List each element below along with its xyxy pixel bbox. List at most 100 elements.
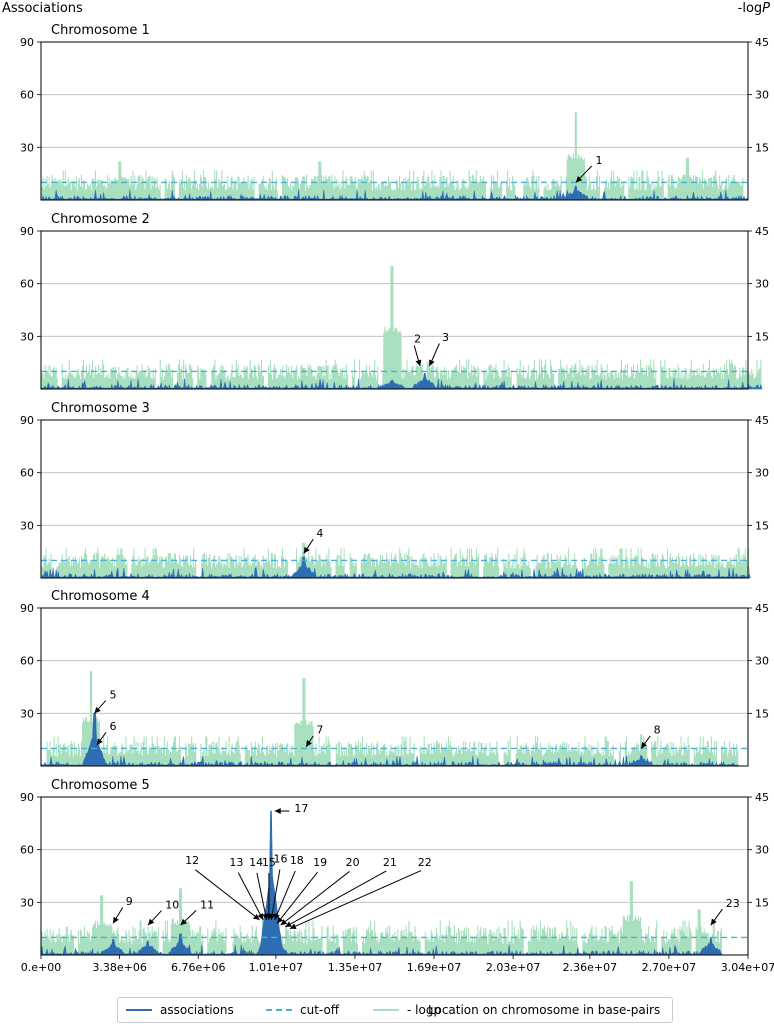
annotation-arrowhead	[180, 918, 187, 926]
annotation-arrowhead	[94, 706, 101, 714]
panel-title: Chromosome 4	[51, 589, 150, 604]
annotation-label: 12	[185, 854, 199, 867]
right-axis-title-text: -log	[737, 1, 763, 16]
panel-chromosome-4: 30 60 90 15 30 45 5 6 7 8 Chromosome 4	[20, 589, 769, 768]
panel-title: Chromosome 1	[51, 23, 150, 38]
annotation-2: 2	[413, 333, 422, 367]
annotation-label: 14	[249, 856, 263, 869]
annotation-18: 18	[274, 854, 304, 921]
panel-chromosome-2: 30 60 90 15 30 45 2 3 Chromosome 2	[20, 212, 769, 391]
panel-frame	[40, 419, 749, 579]
right-tick-label: 15	[755, 707, 769, 720]
annotation-label: 23	[726, 897, 740, 910]
annotation-arrowhead	[641, 741, 647, 749]
annotation-label: 7	[316, 724, 323, 737]
left-tick-label: 60	[20, 467, 34, 480]
annotation-label: 17	[294, 802, 308, 815]
annotation-label: 8	[654, 724, 661, 737]
right-tick-label: 30	[755, 655, 769, 668]
annotation-arrow	[256, 872, 268, 920]
annotation-label: 3	[442, 331, 449, 344]
legend-swatch-logp	[373, 1009, 399, 1011]
legend: associations cut-off - logp Location on …	[117, 997, 673, 1023]
left-tick-label: 90	[20, 36, 34, 49]
legend-item-xlabel: Location on chromosome in base-pairs	[428, 1001, 660, 1019]
panel-frame	[40, 607, 749, 767]
left-tick-label: 60	[20, 278, 34, 291]
right-tick-label: 45	[755, 225, 769, 238]
right-tick-label: 30	[755, 278, 769, 291]
left-tick-label: 30	[20, 330, 34, 343]
annotation-23: 23	[710, 897, 740, 926]
right-tick-label: 15	[755, 330, 769, 343]
legend-item-associations: associations	[126, 1001, 234, 1019]
x-tick-label: 2.70e+07	[642, 961, 696, 974]
x-tick-label: 1.35e+07	[328, 961, 382, 974]
annotation-21: 21	[284, 856, 397, 928]
x-tick-label: 1.01e+07	[249, 961, 303, 974]
annotation-8: 8	[640, 724, 661, 749]
annotation-arrow	[270, 869, 281, 920]
right-tick-label: 30	[755, 844, 769, 857]
panel-chromosome-1: 30 60 90 15 30 45 1 Chromosome 1	[20, 23, 769, 202]
annotation-9: 9	[112, 895, 133, 924]
legend-label-cutoff: cut-off	[300, 1003, 340, 1017]
annotation-arrowhead	[96, 738, 103, 745]
annotation-arrowhead	[306, 740, 312, 747]
annotation-label: 11	[200, 899, 214, 912]
annotation-label: 10	[165, 899, 179, 912]
panel-title: Chromosome 5	[51, 778, 150, 793]
annotation-arrowhead	[147, 918, 155, 926]
annotation-arrowhead	[285, 921, 292, 927]
annotation-arrowhead	[280, 919, 288, 926]
x-tick-label: 0.e+00	[21, 961, 61, 974]
legend-swatch-cutoff	[266, 1009, 292, 1011]
annotation-arrowhead	[274, 808, 281, 815]
right-tick-label: 15	[755, 519, 769, 532]
annotation-label: 15	[262, 856, 276, 869]
x-tick-label: 1.69e+07	[407, 961, 461, 974]
annotation-arrow	[284, 870, 387, 928]
right-tick-label: 30	[755, 467, 769, 480]
left-axis-title: Associations	[2, 1, 83, 16]
left-tick-label: 60	[20, 655, 34, 668]
panel-frame	[40, 41, 749, 201]
right-tick-label: 45	[755, 602, 769, 615]
right-tick-label: 45	[755, 791, 769, 804]
right-tick-label: 15	[755, 141, 769, 154]
annotation-label: 6	[109, 720, 116, 733]
annotation-arrowhead	[415, 359, 422, 367]
annotation-4: 4	[303, 527, 323, 554]
annotation-12: 12	[185, 854, 260, 921]
annotation-6: 6	[96, 720, 116, 746]
logp-series	[40, 881, 722, 955]
annotation-label: 1	[596, 154, 603, 167]
panel-chromosome-3: 30 60 90 15 30 45 4 Chromosome 3	[20, 401, 769, 579]
annotation-11: 11	[180, 899, 214, 926]
annotation-arrowhead	[113, 916, 119, 924]
x-tick-label: 6.76e+06	[171, 961, 225, 974]
left-tick-label: 90	[20, 225, 34, 238]
annotation-label: 5	[109, 689, 116, 702]
right-tick-label: 45	[755, 414, 769, 427]
annotation-arrow	[289, 870, 422, 930]
annotation-arrow	[280, 871, 350, 926]
annotation-16: 16	[269, 852, 288, 920]
annotation-label: 2	[414, 333, 421, 346]
x-tick-label: 2.03e+07	[486, 961, 540, 974]
annotation-arrow	[274, 870, 296, 921]
annotation-20: 20	[280, 856, 360, 926]
annotation-arrowhead	[277, 916, 284, 924]
annotation-label: 19	[313, 856, 327, 869]
left-tick-label: 90	[20, 602, 34, 615]
annotation-arrowhead	[274, 913, 280, 920]
annotation-13: 13	[229, 856, 264, 921]
annotation-arrowhead	[575, 176, 583, 183]
legend-swatch-associations	[126, 1009, 152, 1011]
annotation-19: 19	[276, 856, 327, 924]
annotation-7: 7	[305, 724, 323, 747]
annotation-arrow	[276, 871, 318, 924]
left-tick-label: 60	[20, 89, 34, 102]
